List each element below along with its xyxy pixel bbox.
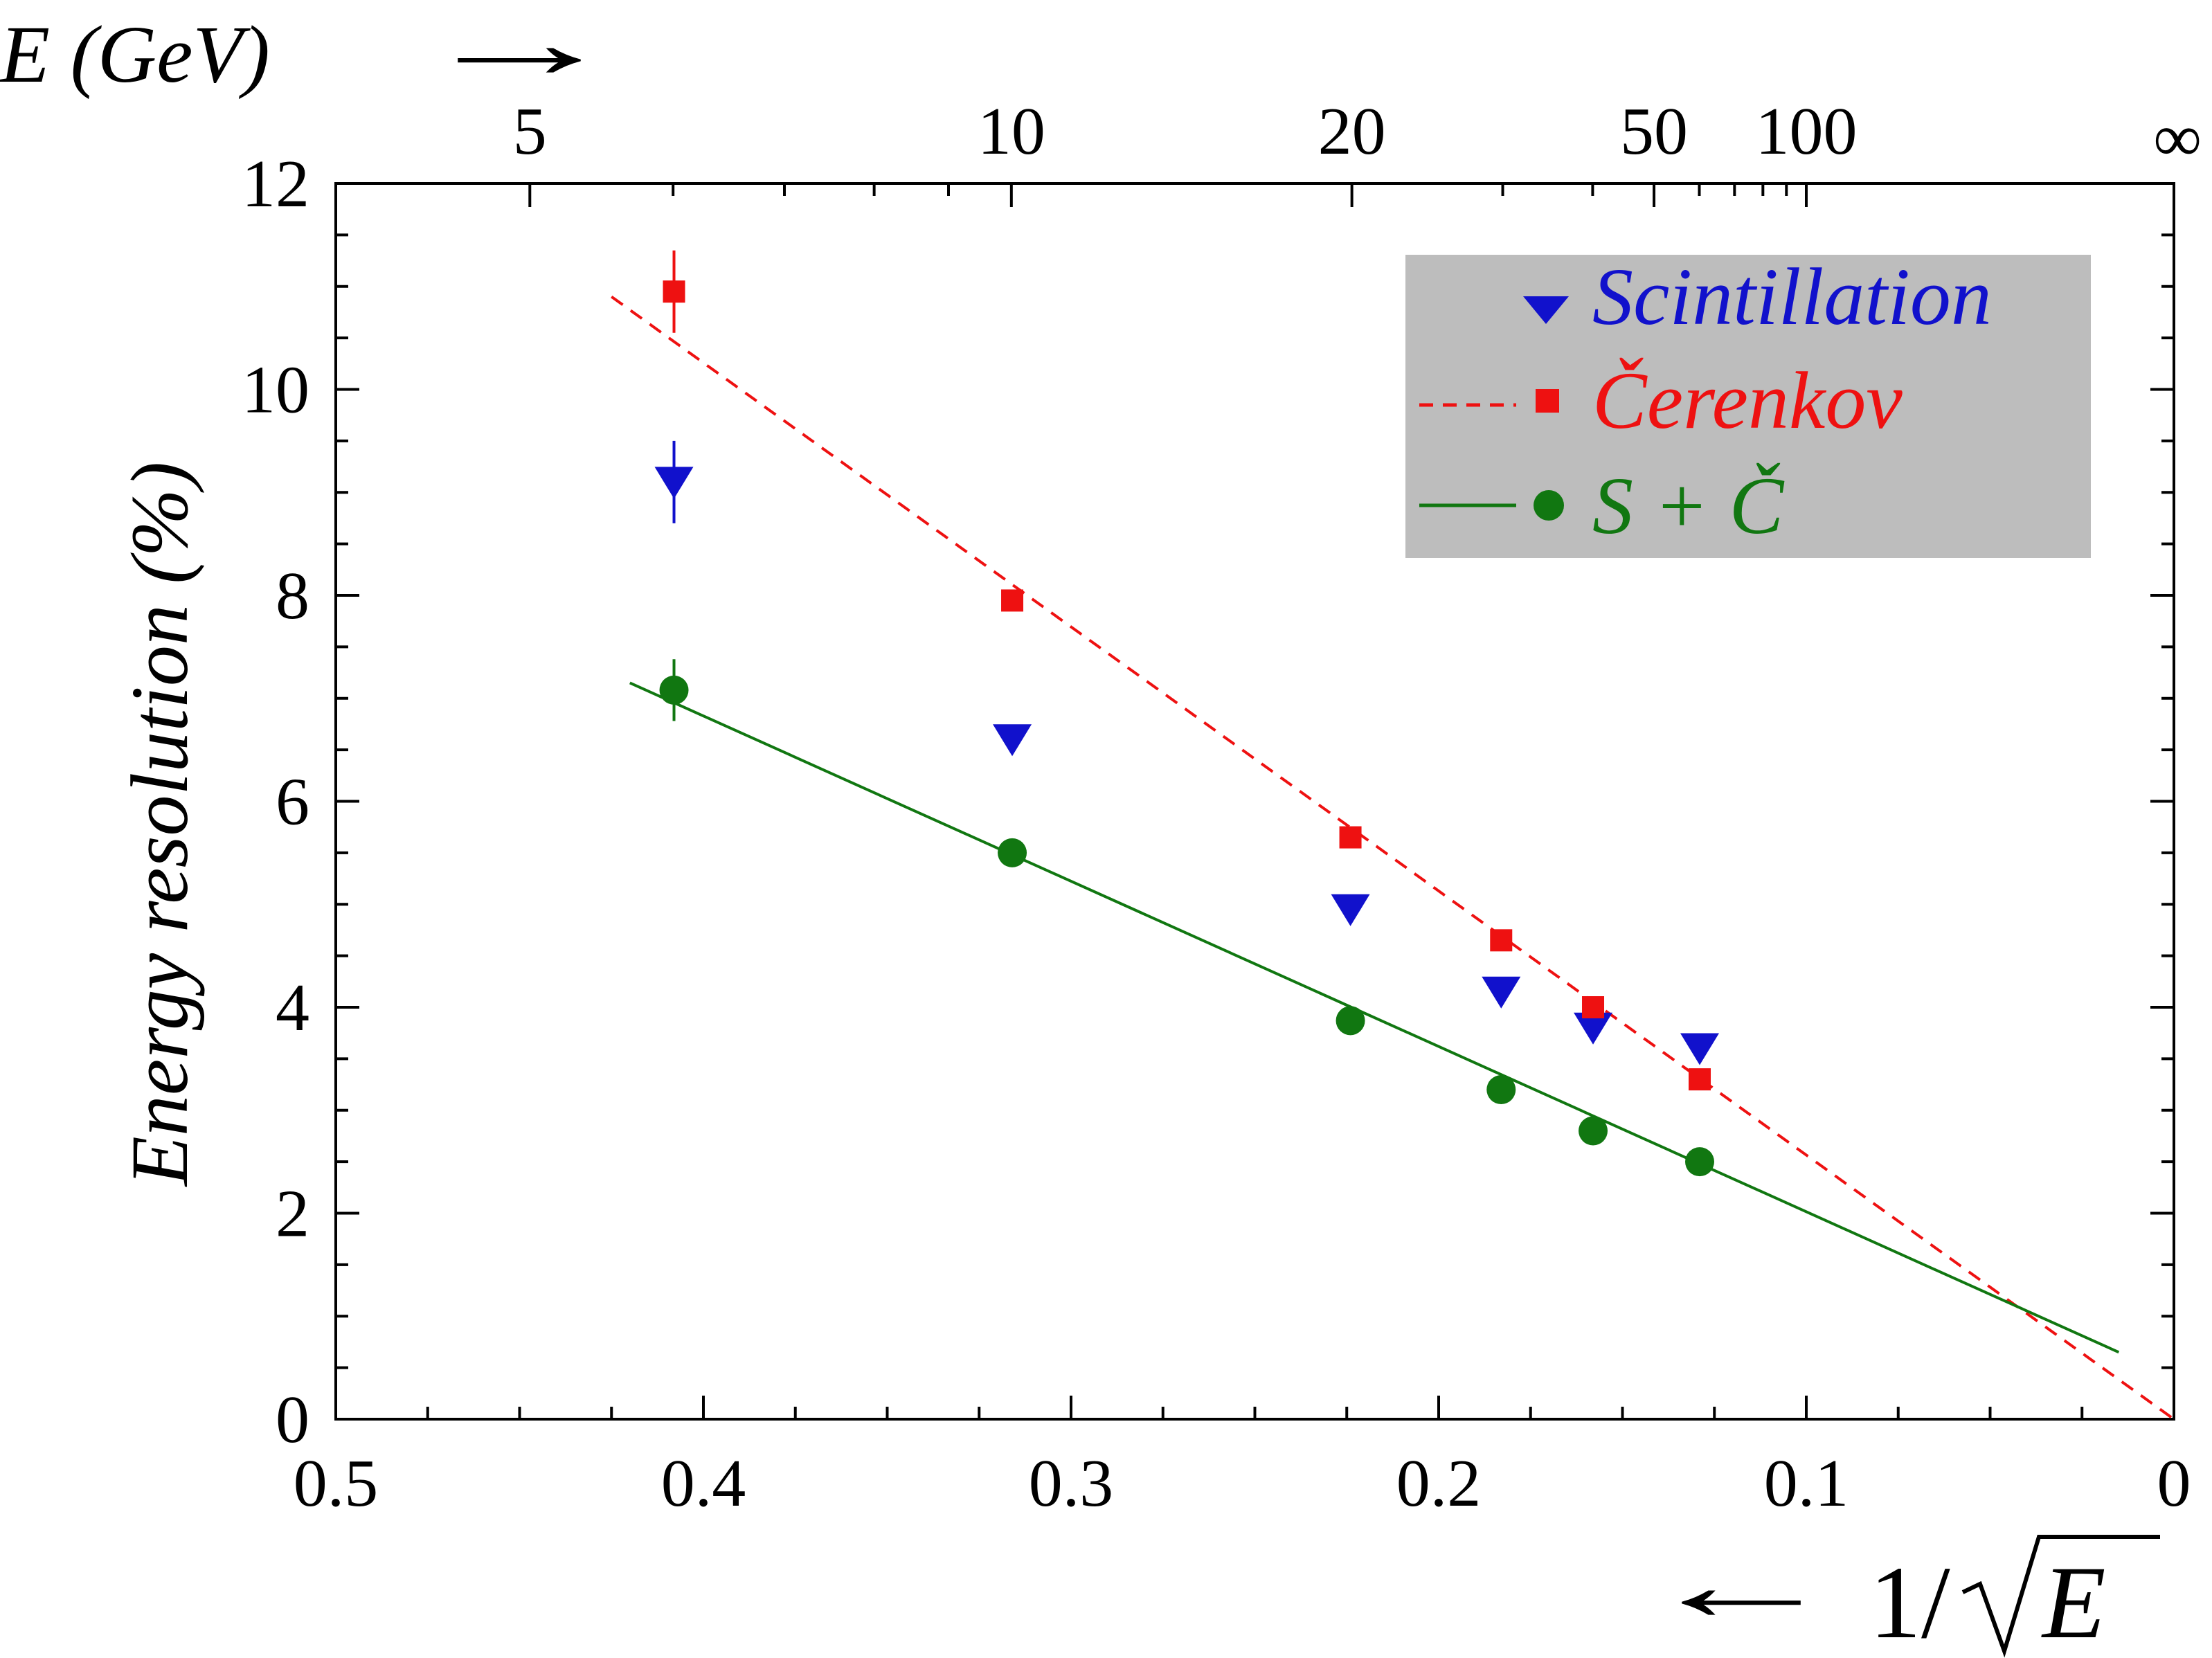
sum-point bbox=[1579, 1116, 1608, 1146]
top-tick-label: 20 bbox=[1318, 94, 1386, 169]
x-axis-title: ← 1/ E bbox=[1641, 1528, 2160, 1658]
y-tick-label: 6 bbox=[276, 765, 309, 840]
x-tick-label: 0.1 bbox=[1764, 1446, 1849, 1521]
x-tick-label: 0.5 bbox=[294, 1446, 379, 1521]
y-tick-label: 0 bbox=[276, 1382, 309, 1457]
legend-scintillation-label: Scintillation bbox=[1592, 251, 1992, 342]
legend-sum-label: S + Č bbox=[1592, 460, 1785, 551]
y-tick-label: 12 bbox=[242, 147, 309, 222]
x-tick-label: 0.3 bbox=[1029, 1446, 1114, 1521]
x-axis-label-prefix: 1/ bbox=[1869, 1545, 1950, 1658]
cerenkov-point bbox=[1490, 929, 1513, 952]
top-tick-label: ∞ bbox=[2153, 101, 2202, 176]
top-tick-label: 10 bbox=[978, 94, 1045, 169]
sqrt-sign-icon bbox=[1961, 1535, 2160, 1658]
scintillation-point bbox=[654, 467, 694, 499]
cerenkov-point bbox=[1001, 589, 1024, 612]
y-tick-label: 4 bbox=[276, 971, 309, 1045]
y-axis-title: Energy resolution (%) bbox=[114, 462, 205, 1187]
x-axis-arrow: ← bbox=[1641, 1528, 1842, 1643]
x-tick-label: 0.2 bbox=[1396, 1446, 1482, 1521]
x-tick-label: 0.4 bbox=[661, 1446, 746, 1521]
fit-lines bbox=[611, 296, 2175, 1421]
cerenkov-point bbox=[1689, 1068, 1711, 1091]
cerenkov-point bbox=[1339, 826, 1362, 849]
scintillation-point bbox=[1680, 1033, 1720, 1065]
y-tick-label: 8 bbox=[276, 559, 309, 633]
legend-cerenkov-marker bbox=[1536, 389, 1559, 413]
legend-cerenkov-label: Čerenkov bbox=[1592, 355, 1903, 446]
data-points bbox=[654, 250, 1720, 1177]
scintillation-point bbox=[1574, 1012, 1613, 1045]
top-axis-arrow: → bbox=[415, 0, 623, 100]
sum-point bbox=[1336, 1006, 1365, 1036]
sum-point bbox=[1685, 1147, 1715, 1177]
fit-line-2 bbox=[629, 681, 2120, 1354]
y-tick-label: 2 bbox=[276, 1177, 309, 1252]
scintillation-point bbox=[1482, 976, 1521, 1009]
top-axis-title: E (GeV) bbox=[0, 9, 270, 100]
legend: Scintillation Čerenkov S + Č bbox=[1405, 251, 2091, 558]
legend-sum-marker bbox=[1534, 490, 1564, 521]
axis-ticks: 0.5 0.4 0.3 0.2 0.1 0 0 2 4 6 8 10 12 5 10 20 50 100 ∞ bbox=[242, 94, 2202, 1521]
y-tick-label: 10 bbox=[242, 353, 309, 428]
legend-scintillation-marker bbox=[1523, 296, 1569, 324]
scintillation-point bbox=[1331, 894, 1370, 926]
top-tick-label: 50 bbox=[1620, 94, 1688, 169]
top-tick-label: 100 bbox=[1756, 94, 1858, 169]
sum-point bbox=[659, 675, 689, 705]
top-tick-label: 5 bbox=[513, 94, 547, 169]
scintillation-point bbox=[993, 724, 1032, 757]
sum-point bbox=[1486, 1075, 1516, 1104]
fit-line-1 bbox=[611, 296, 2175, 1421]
x-axis-label-radicand: E bbox=[2041, 1545, 2106, 1658]
x-tick-label: 0 bbox=[2157, 1446, 2191, 1521]
cerenkov-point bbox=[1582, 996, 1605, 1018]
legend-background bbox=[1405, 255, 2091, 558]
cerenkov-point bbox=[663, 280, 685, 303]
sum-point bbox=[998, 838, 1027, 867]
